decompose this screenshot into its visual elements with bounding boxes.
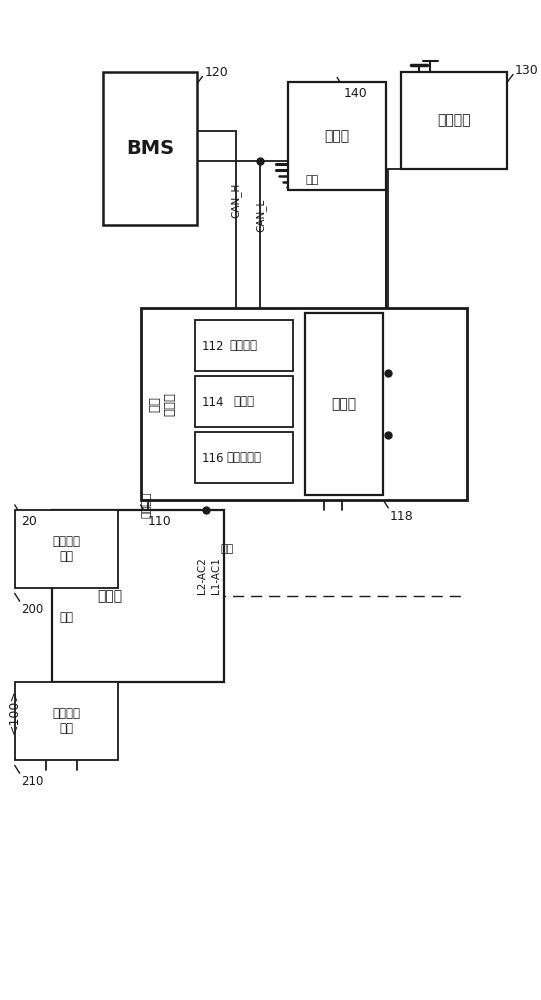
Text: 接地: 接地 (306, 175, 319, 185)
Text: 充电控制器: 充电控制器 (226, 451, 261, 464)
Text: L1-AC1: L1-AC1 (211, 557, 221, 594)
Bar (103, 72, 196, 225)
Text: 逆变器: 逆变器 (325, 129, 349, 143)
Text: 20: 20 (22, 515, 37, 528)
Text: BMS: BMS (126, 139, 174, 158)
Text: CAN_H: CAN_H (230, 183, 241, 218)
Bar (15, 510, 118, 588)
Text: 控制信号
单元: 控制信号 单元 (52, 535, 81, 563)
Text: 车辆电池: 车辆电池 (437, 114, 471, 128)
Text: 接地: 接地 (60, 611, 74, 624)
Text: CAN_L: CAN_L (255, 198, 266, 232)
Bar (195, 432, 293, 483)
Bar (195, 376, 293, 427)
Text: 200: 200 (22, 603, 44, 616)
Text: 电力供给
单元: 电力供给 单元 (52, 707, 81, 735)
Text: 210: 210 (22, 775, 44, 788)
Text: 平滑单元: 平滑单元 (230, 339, 258, 352)
Bar (52, 510, 224, 682)
Bar (195, 320, 293, 371)
Text: <100>: <100> (8, 689, 21, 734)
Text: 140: 140 (344, 87, 368, 100)
Text: 120: 120 (204, 66, 228, 79)
Bar (401, 72, 507, 169)
Bar (141, 308, 467, 500)
Text: 充电器: 充电器 (332, 397, 357, 411)
Text: 车载
充电器: 车载 充电器 (148, 392, 176, 416)
Text: 116: 116 (201, 452, 224, 465)
Text: 118: 118 (390, 510, 414, 523)
Bar (15, 682, 118, 760)
Text: 110: 110 (147, 515, 171, 528)
Text: 控制导频: 控制导频 (141, 492, 151, 518)
Text: 112: 112 (201, 340, 224, 353)
Text: 连接器: 连接器 (97, 589, 122, 603)
Text: 114: 114 (201, 396, 224, 409)
Text: L2-AC2: L2-AC2 (197, 557, 207, 594)
Bar (288, 82, 386, 190)
Text: 130: 130 (515, 64, 539, 77)
Text: 接地: 接地 (220, 544, 233, 554)
Bar (305, 313, 383, 495)
Text: 补偿器: 补偿器 (233, 395, 254, 408)
